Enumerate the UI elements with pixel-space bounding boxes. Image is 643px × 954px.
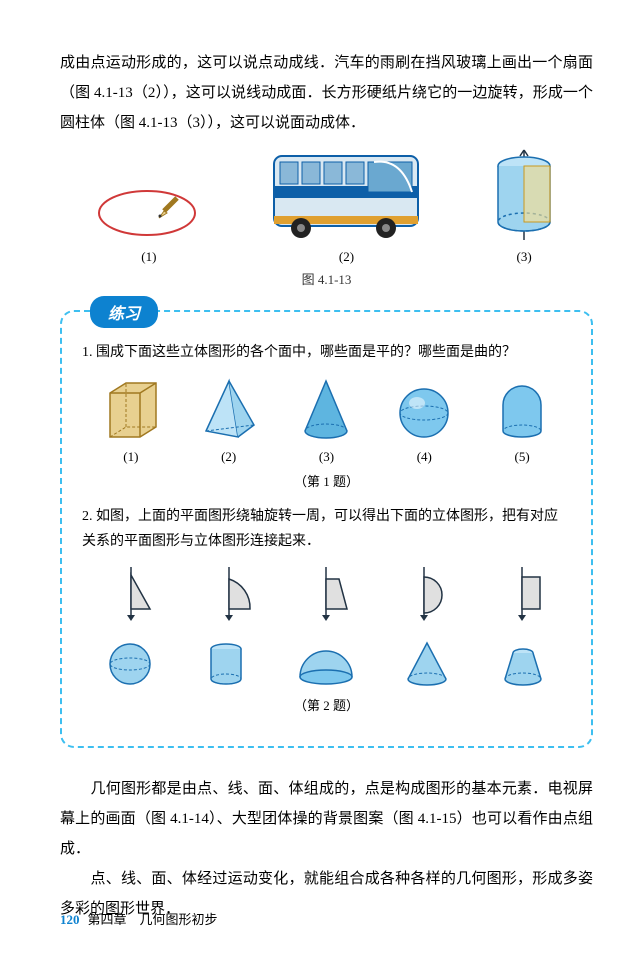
fig-label-3: (3)	[517, 249, 532, 265]
pencil-ellipse-icon	[89, 153, 209, 243]
chapter-name: 第四章 几何图形初步	[88, 912, 218, 927]
figure-row: (1) (2)	[60, 148, 593, 265]
q1-caption: （第 1 题）	[82, 471, 571, 490]
flat-rect-icon	[497, 565, 547, 621]
solid-hemi-icon	[294, 639, 358, 689]
flat-tri-icon	[106, 565, 156, 621]
cylinder-icon	[484, 148, 564, 243]
flat-qcircle-icon	[204, 565, 254, 621]
flat-trap-icon	[301, 565, 351, 621]
flat-semi-icon	[399, 565, 449, 621]
q1-shape-5: (5)	[491, 375, 553, 465]
page-footer: 120 第四章 几何图形初步	[60, 909, 218, 928]
fig-label-1: (1)	[141, 249, 156, 265]
question-2: 2. 如图，上面的平面图形绕轴旋转一周，可以得出下面的立体图形，把有对应关系的平…	[82, 504, 571, 554]
question-1: 1. 围成下面这些立体图形的各个面中，哪些面是平的？哪些面是曲的？	[82, 340, 571, 365]
q1-shape-2: (2)	[198, 375, 260, 465]
fig-2: (2)	[266, 148, 426, 265]
solid-cyl-icon	[199, 639, 253, 689]
fig-1: (1)	[89, 153, 209, 265]
q2-flat-row	[82, 565, 571, 621]
q1-shape-1: (1)	[100, 375, 162, 465]
intro-paragraph: 成由点运动形成的，这可以说点动成线．汽车的雨刷在挡风玻璃上画出一个扇面（图 4.…	[60, 48, 593, 138]
bus-icon	[266, 148, 426, 243]
q2-caption: （第 2 题）	[82, 695, 571, 714]
cuboid-icon	[100, 375, 162, 445]
q1-shape-4: (4)	[393, 375, 455, 465]
sphere-icon	[393, 375, 455, 445]
dome-cyl-icon	[491, 375, 553, 445]
q2-solid-row	[82, 639, 571, 689]
outro-para-1: 几何图形都是由点、线、面、体组成的，点是构成图形的基本元素．电视屏幕上的画面（图…	[60, 774, 593, 864]
fig-3: (3)	[484, 148, 564, 265]
tetra-icon	[198, 375, 260, 445]
page-number: 120	[60, 912, 80, 927]
q1-shape-3: (3)	[295, 375, 357, 465]
solid-cone-icon	[400, 639, 454, 689]
solid-sphere-icon	[103, 639, 157, 689]
exercise-badge: 练习	[90, 296, 158, 328]
exercise-box: 练习 1. 围成下面这些立体图形的各个面中，哪些面是平的？哪些面是曲的？ (1)…	[60, 310, 593, 748]
fig-label-2: (2)	[339, 249, 354, 265]
solid-frustum-icon	[496, 639, 550, 689]
q1-shapes-row: (1) (2) (3)	[82, 375, 571, 465]
cone-icon	[295, 375, 357, 445]
figure-caption: 图 4.1-13	[60, 269, 593, 288]
